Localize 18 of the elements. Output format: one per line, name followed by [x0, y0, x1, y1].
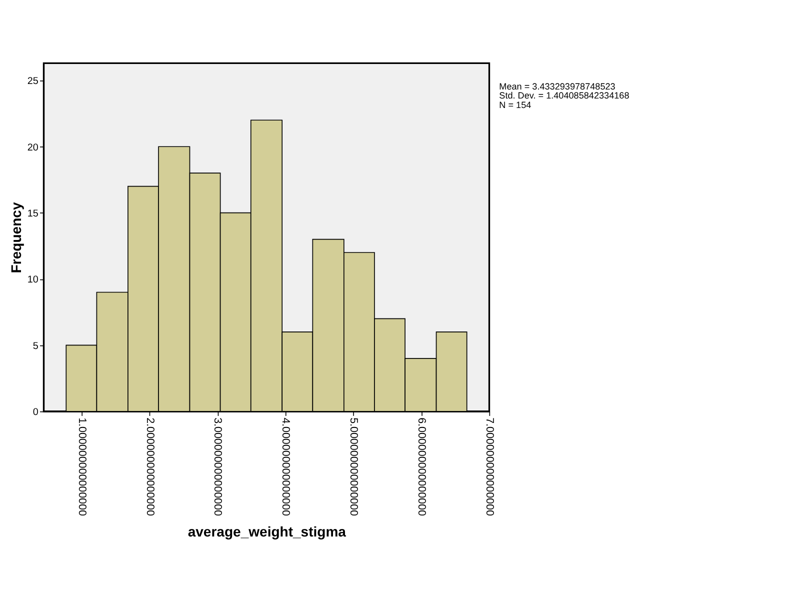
y-tick-label: 10 — [27, 274, 39, 286]
text: Std. Dev. = 1.404085842334168 — [499, 90, 630, 101]
y-tick-label: 25 — [27, 76, 39, 88]
y-tick-label: 20 — [27, 142, 39, 154]
y-tick-label: 5 — [32, 340, 39, 352]
x-axis-title: average_weight_stigma — [188, 524, 346, 540]
x-tick-label: 4.000000000000000 — [280, 418, 292, 516]
x-tick-label: 1.000000000000000 — [76, 418, 88, 516]
y-tick-label: 15 — [27, 208, 39, 220]
x-tick-label: 6.000000000000000 — [415, 418, 428, 516]
x-tick-label: 7.000000000000000 — [483, 418, 496, 516]
text: Mean = 3.433293978748523 — [499, 82, 616, 92]
y-tick-label: 0 — [32, 407, 39, 418]
x-tick-label: 5.000000000000000 — [348, 418, 360, 516]
x-tick-label: 2.000000000000000 — [144, 418, 156, 516]
y-axis-title: Frequency — [8, 202, 24, 274]
x-tick-label: 3.000000000000000 — [212, 418, 224, 516]
text: N = 154 — [499, 100, 532, 110]
